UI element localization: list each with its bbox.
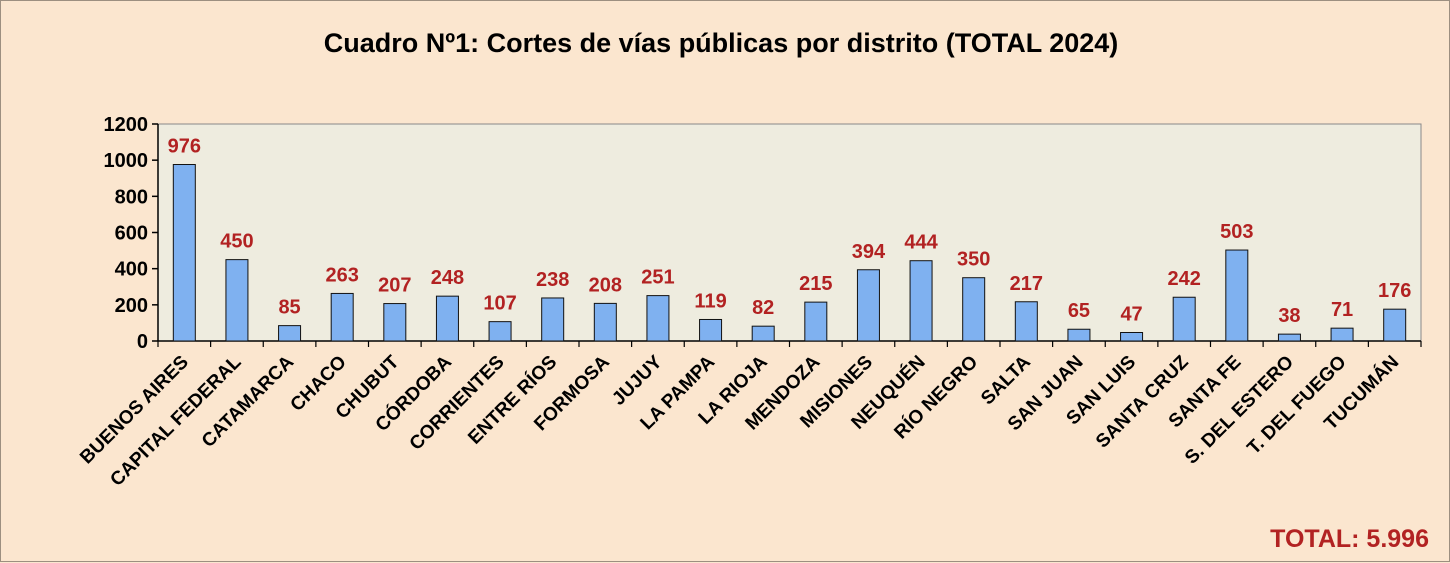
bar-17	[1067, 328, 1091, 342]
data-label-13: 394	[852, 241, 886, 263]
data-label-9: 251	[641, 267, 674, 289]
bar-23	[1383, 308, 1407, 342]
data-label-14: 444	[904, 232, 938, 254]
bar-3	[330, 292, 354, 342]
data-label-18: 47	[1120, 304, 1142, 326]
y-tick-label: 600	[115, 223, 148, 245]
bar-9	[646, 295, 670, 342]
data-label-10: 119	[694, 290, 726, 312]
data-label-20: 503	[1220, 221, 1253, 243]
x-axis	[157, 340, 1422, 347]
bar-21	[1277, 333, 1301, 342]
data-label-0: 976	[168, 136, 201, 158]
data-label-19: 242	[1168, 268, 1201, 290]
bar-1	[225, 259, 249, 342]
bar-2	[278, 325, 302, 342]
data-label-8: 208	[589, 274, 622, 296]
bar-20	[1225, 249, 1249, 342]
bar-5	[435, 295, 459, 342]
data-label-5: 248	[431, 267, 464, 289]
bar-13	[856, 269, 880, 342]
bar-6	[488, 321, 512, 342]
bars-group	[172, 164, 1407, 342]
data-label-15: 350	[957, 249, 990, 271]
data-label-1: 450	[220, 231, 253, 253]
y-tick-label: 0	[137, 331, 148, 353]
data-label-16: 217	[1010, 273, 1043, 295]
bar-4	[383, 303, 407, 342]
data-label-23: 176	[1378, 280, 1411, 302]
data-label-22: 71	[1331, 299, 1353, 321]
data-label-3: 263	[326, 264, 359, 286]
y-tick-label: 1000	[104, 150, 149, 172]
bar-0	[172, 164, 196, 342]
data-label-17: 65	[1068, 300, 1090, 322]
bar-14	[909, 260, 933, 342]
bar-19	[1172, 296, 1196, 342]
data-label-7: 238	[536, 269, 569, 291]
x-tick-label-19: SANTA CRUZ	[1092, 351, 1193, 452]
bar-15	[962, 277, 986, 342]
bar-16	[1014, 301, 1038, 342]
y-axis: 0 200 400 600 800 1000 1200	[104, 114, 159, 353]
bar-10	[699, 318, 723, 342]
data-label-11: 82	[752, 297, 774, 319]
data-label-6: 107	[483, 293, 516, 315]
x-tick-label-2: CATAMARCA	[198, 351, 298, 451]
plot-area	[157, 123, 1422, 342]
data-label-4: 207	[378, 275, 411, 297]
y-tick-label: 400	[115, 259, 148, 281]
bar-8	[593, 302, 617, 342]
y-tick-label: 1200	[104, 114, 149, 136]
x-tick-label-7: ENTRE RÍOS	[464, 351, 562, 449]
x-tick-label-6: CORRIENTES	[406, 352, 509, 455]
y-tick-label: 800	[115, 186, 148, 208]
bar-11	[751, 325, 775, 342]
bar-7	[541, 297, 565, 342]
data-label-12: 215	[799, 273, 832, 295]
bar-22	[1330, 327, 1354, 342]
bar-18	[1120, 332, 1144, 342]
total-label: TOTAL: 5.996	[1270, 525, 1429, 553]
data-labels-group: 976 450 85 263 207 248 107 238 208 251 119 82 215 394…	[168, 136, 1412, 328]
data-label-2: 85	[278, 297, 300, 319]
data-label-21: 38	[1278, 305, 1300, 327]
y-tick-label: 200	[115, 295, 148, 317]
chart-title: Cuadro Nº1: Cortes de vías públicas por …	[324, 28, 1119, 58]
bar-12	[804, 301, 828, 342]
